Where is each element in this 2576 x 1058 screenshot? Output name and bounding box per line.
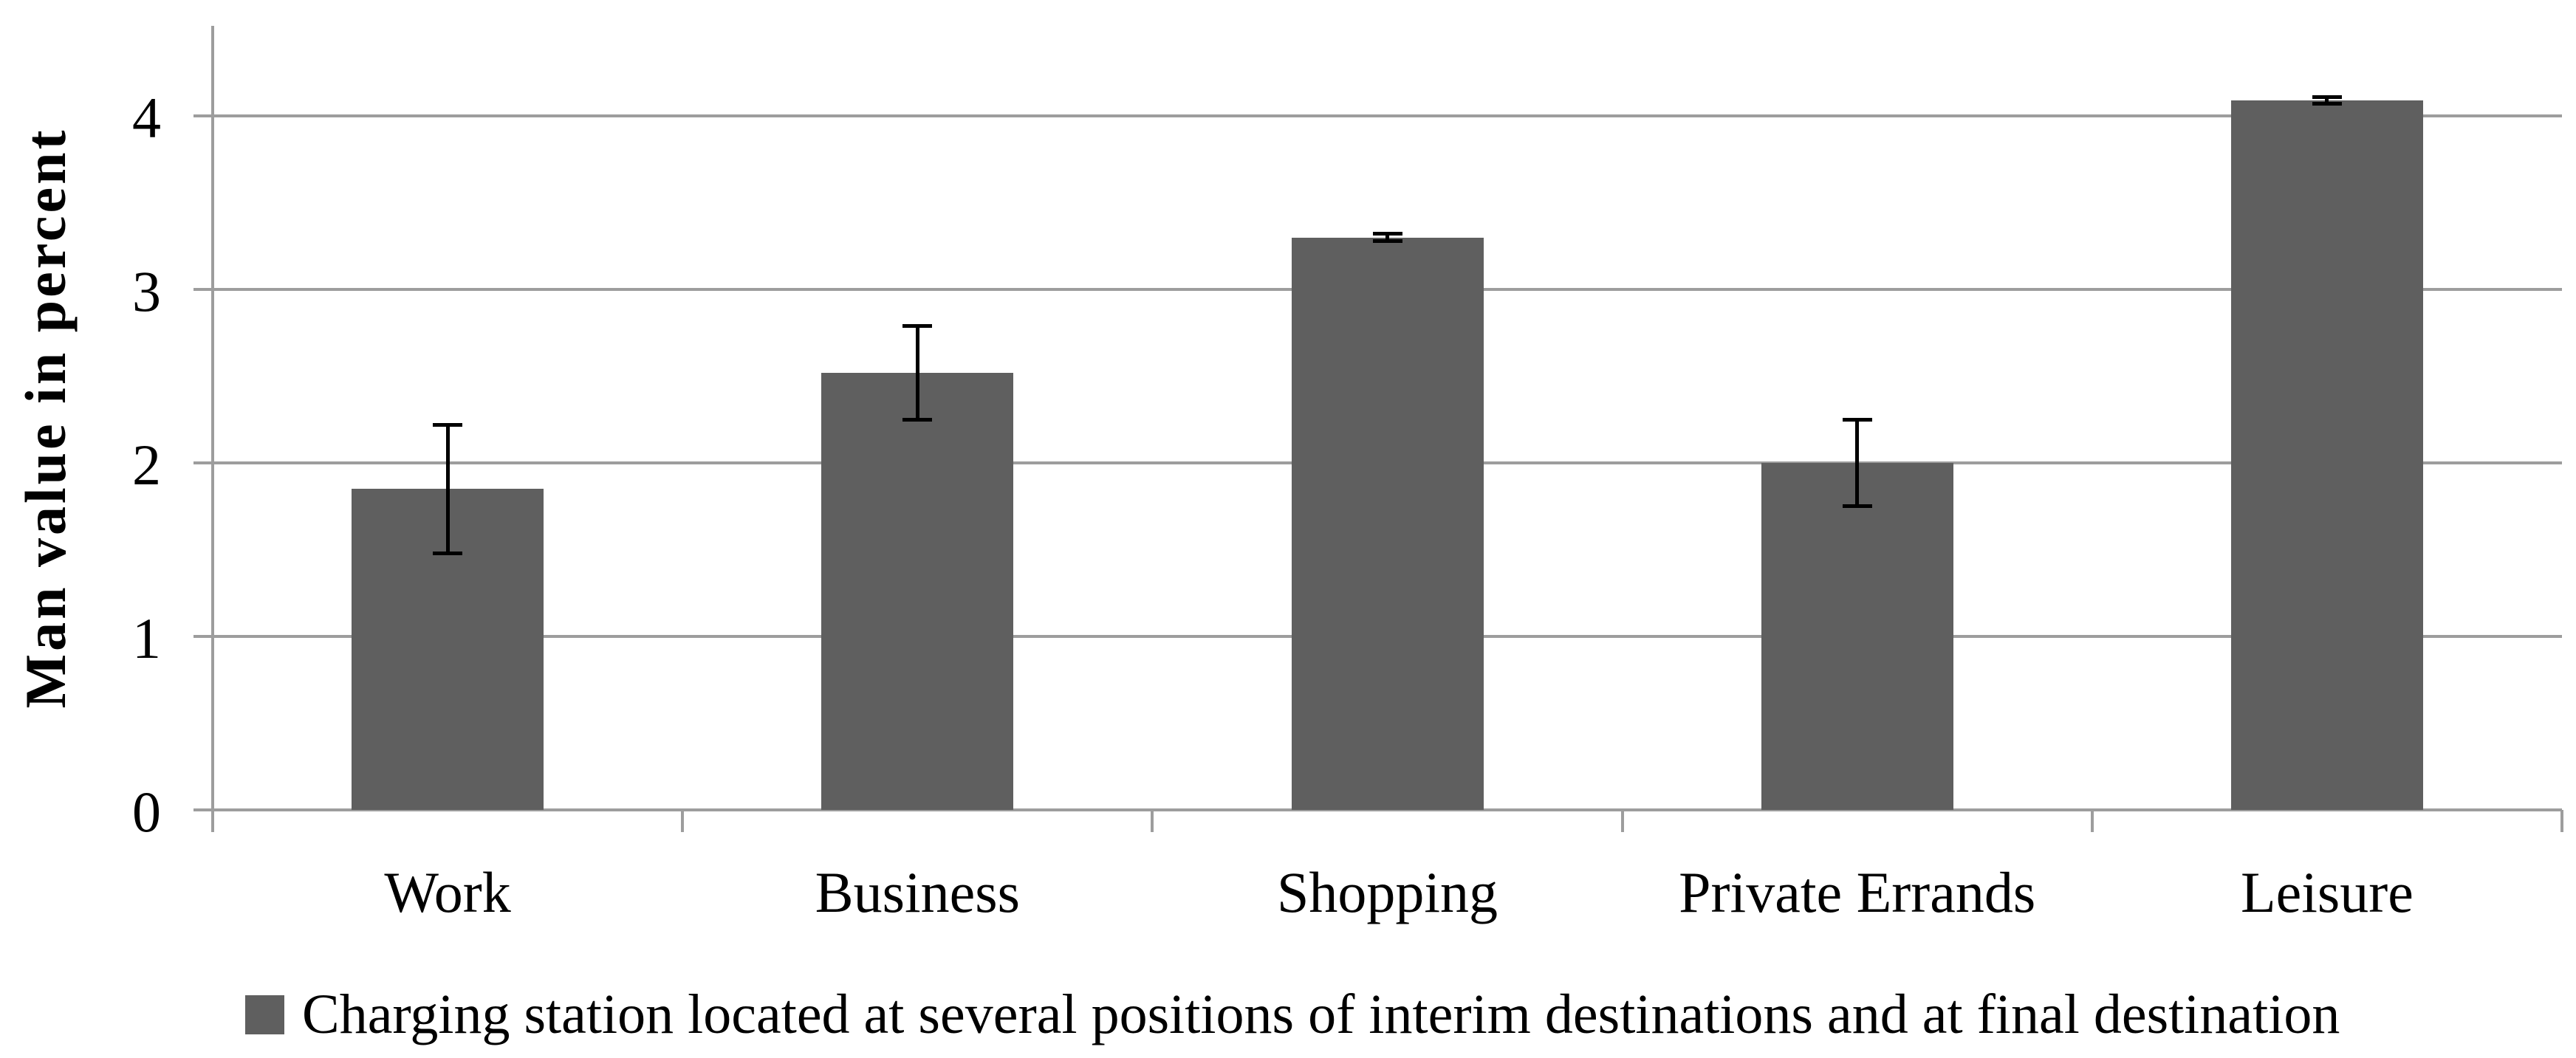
y-tick-label: 2 bbox=[132, 433, 161, 497]
error-bar-cap-top bbox=[902, 323, 933, 328]
x-category-label: Shopping bbox=[1276, 860, 1498, 924]
error-bar-cap-top bbox=[1372, 232, 1402, 236]
error-bar-line bbox=[915, 326, 919, 420]
bar bbox=[821, 372, 1014, 810]
error-bar-cap-bottom bbox=[2312, 102, 2342, 106]
x-tick bbox=[1151, 810, 1154, 832]
x-category-label: Work bbox=[384, 860, 511, 924]
bar bbox=[1291, 237, 1484, 810]
error-bar-line bbox=[445, 425, 450, 554]
error-bar-cap-bottom bbox=[1372, 238, 1402, 243]
x-tick bbox=[2090, 810, 2094, 832]
bar bbox=[2230, 100, 2423, 810]
gridline bbox=[193, 114, 2562, 117]
error-bar-line bbox=[1855, 419, 1860, 506]
y-axis-line bbox=[211, 26, 214, 832]
bar bbox=[1761, 463, 1953, 810]
legend-label: Charging station located at several posi… bbox=[302, 983, 2340, 1045]
error-bar-cap-top bbox=[1842, 417, 1872, 422]
y-tick-label: 1 bbox=[132, 606, 161, 670]
x-tick bbox=[2560, 810, 2563, 832]
error-bar-cap-bottom bbox=[433, 551, 463, 555]
x-category-label: Business bbox=[815, 860, 1020, 924]
y-tick-label: 4 bbox=[132, 86, 161, 150]
error-bar-cap-bottom bbox=[1842, 504, 1872, 509]
legend: Charging station located at several posi… bbox=[245, 983, 2340, 1045]
error-bar-line bbox=[1385, 233, 1389, 241]
x-tick bbox=[1620, 810, 1624, 832]
x-tick bbox=[211, 810, 214, 832]
error-bar-cap-bottom bbox=[902, 417, 933, 422]
error-bar-cap-top bbox=[433, 422, 463, 427]
y-tick-label: 0 bbox=[132, 780, 161, 844]
y-tick-label: 3 bbox=[132, 259, 161, 323]
gridline bbox=[193, 808, 2562, 811]
error-bar-cap-top bbox=[2312, 95, 2342, 99]
x-category-label: Private Errands bbox=[1679, 860, 2036, 924]
x-category-label: Leisure bbox=[2240, 860, 2414, 924]
error-bar-line bbox=[2325, 97, 2329, 104]
x-tick bbox=[681, 810, 685, 832]
legend-swatch bbox=[245, 995, 284, 1034]
